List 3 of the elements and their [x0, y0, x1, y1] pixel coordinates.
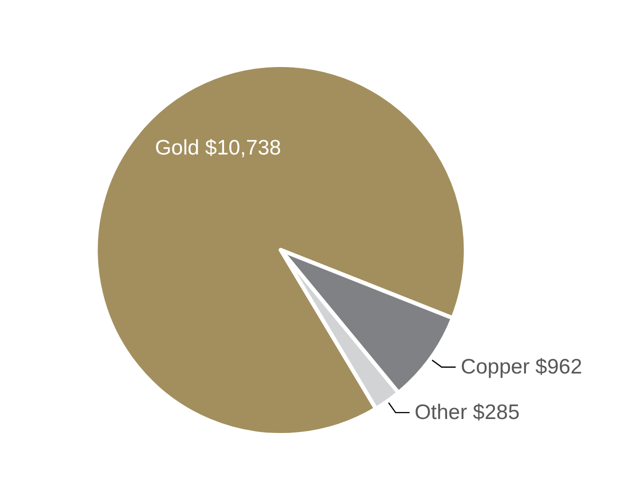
slice-label: Copper $962 — [460, 356, 582, 379]
slice-label: Other $285 — [414, 401, 520, 424]
slice-label: Gold $10,738 — [154, 136, 282, 160]
